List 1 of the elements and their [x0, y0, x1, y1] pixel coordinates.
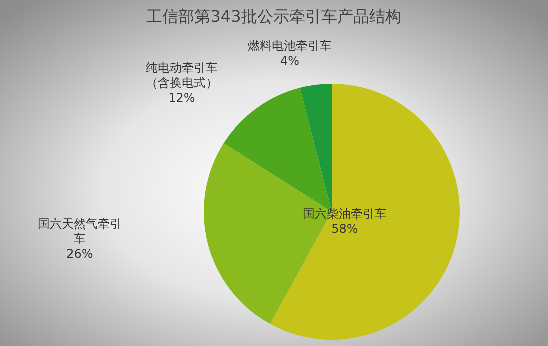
title: 工信部第343批公示牵引车产品结构 [146, 7, 402, 26]
